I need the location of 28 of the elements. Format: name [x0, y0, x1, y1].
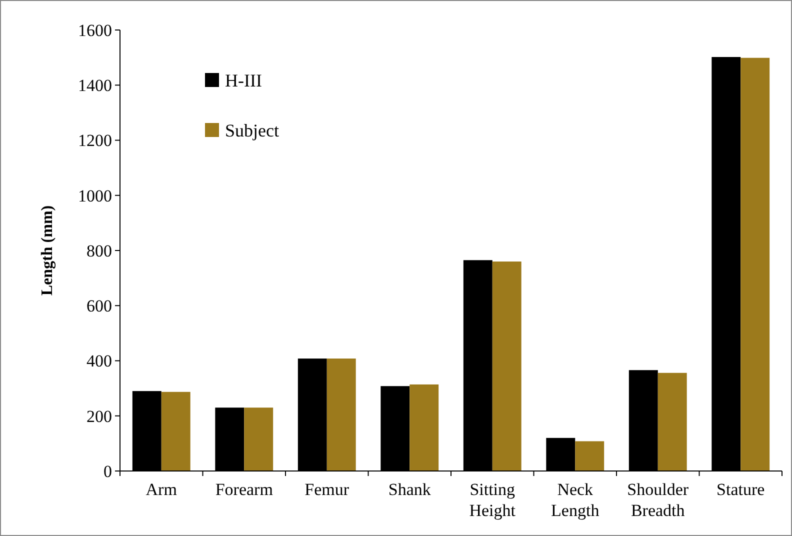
bar: [740, 58, 770, 471]
y-tick-label: 800: [86, 241, 112, 260]
x-tick-label: Femur: [304, 480, 350, 499]
bar: [575, 441, 604, 471]
y-tick-label: 1000: [78, 186, 112, 206]
y-axis-title: Length (mm): [39, 205, 56, 296]
legend-label: Subject: [225, 120, 279, 140]
bar: [326, 358, 356, 471]
y-tick-label: 0: [104, 462, 112, 481]
x-tick-label: Shoulder Breadth: [627, 480, 689, 520]
x-tick-label: Stature: [716, 480, 765, 499]
legend-label: H-III: [225, 70, 262, 90]
y-tick-label: 1400: [78, 76, 112, 96]
x-tick-label: Forearm: [215, 480, 273, 499]
x-tick-label: Arm: [146, 480, 177, 499]
bar: [244, 408, 274, 471]
bar: [410, 384, 439, 471]
bar: [658, 372, 687, 471]
y-tick-label: 1200: [78, 131, 112, 150]
x-tick-label: Shank: [388, 480, 432, 499]
x-tick-label: Sitting Height: [469, 480, 516, 520]
y-tick-label: 600: [86, 296, 112, 316]
y-tick-label: 1600: [78, 20, 112, 40]
y-tick-label: 200: [86, 406, 112, 426]
bar: [492, 262, 522, 471]
x-tick-label: Neck Length: [551, 480, 600, 520]
bar: [161, 392, 190, 471]
y-tick-label: 400: [86, 352, 112, 371]
